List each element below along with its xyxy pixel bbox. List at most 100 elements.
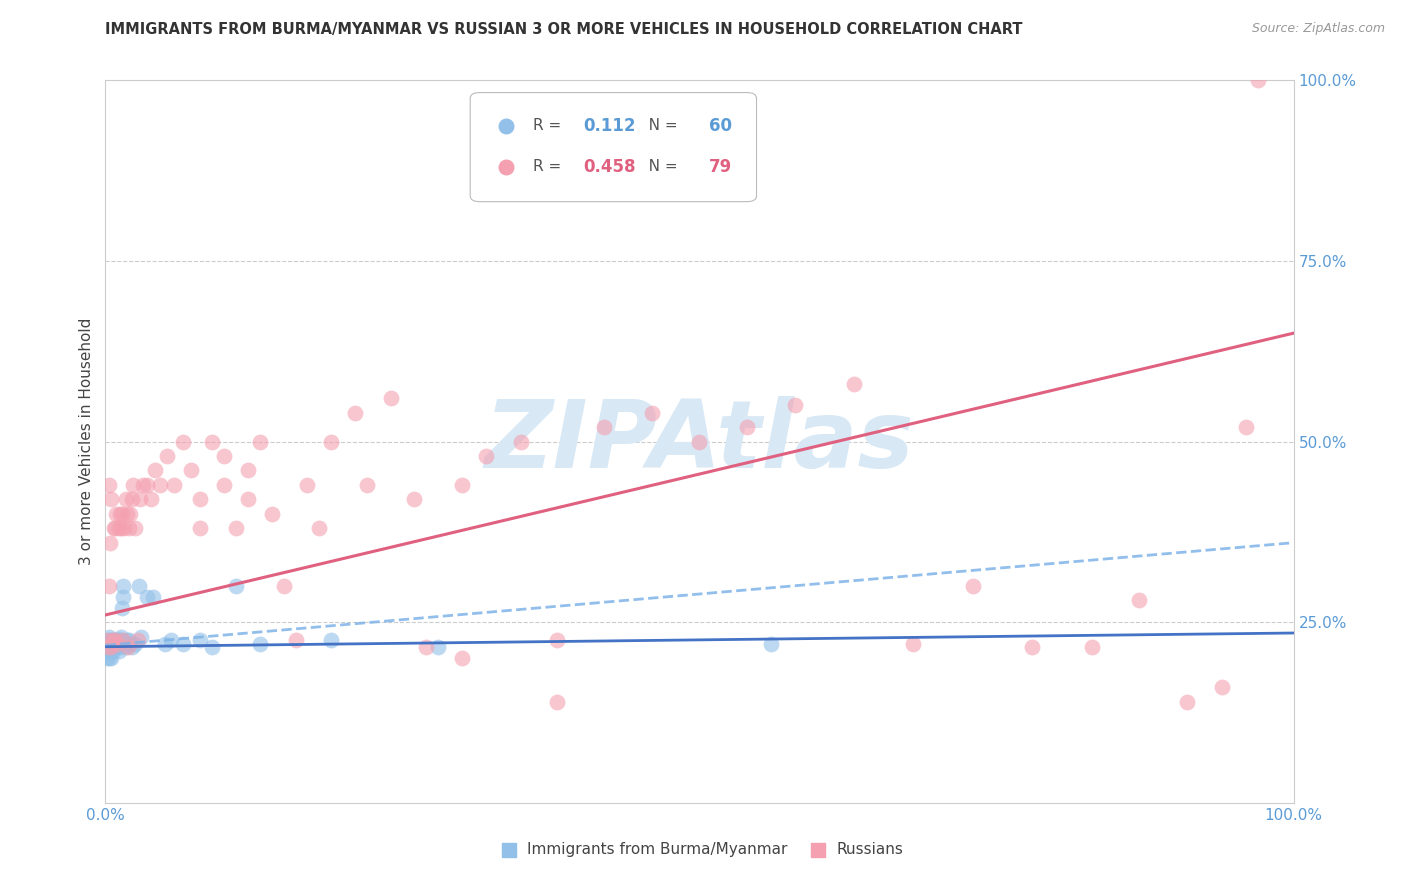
Point <box>100 640 122 655</box>
Point <box>495 160 517 174</box>
Point <box>98 478 121 492</box>
Point <box>450 651 472 665</box>
Point <box>98 637 121 651</box>
Point <box>121 492 143 507</box>
Point <box>105 633 128 648</box>
Point <box>641 406 664 420</box>
Text: Russians: Russians <box>837 842 903 857</box>
Point <box>172 434 194 449</box>
Point <box>807 843 830 857</box>
Point <box>100 637 122 651</box>
Point <box>97 640 120 655</box>
Point <box>450 478 472 492</box>
Text: 0.112: 0.112 <box>583 117 636 135</box>
Point <box>104 521 127 535</box>
Point <box>427 640 450 655</box>
Point <box>114 521 136 535</box>
Point <box>114 640 136 655</box>
Point <box>495 119 517 133</box>
Point <box>128 579 150 593</box>
Point <box>115 633 138 648</box>
Point <box>101 644 124 658</box>
Point <box>101 633 124 648</box>
Point <box>97 640 120 655</box>
Point <box>100 640 122 655</box>
Point <box>98 640 121 655</box>
Point <box>108 633 131 648</box>
Point <box>101 640 124 655</box>
Point <box>143 463 166 477</box>
Point <box>149 478 172 492</box>
Text: Source: ZipAtlas.com: Source: ZipAtlas.com <box>1251 22 1385 36</box>
Point <box>96 644 118 658</box>
Point <box>546 695 568 709</box>
Point <box>593 420 616 434</box>
Point <box>136 590 159 604</box>
Point <box>356 478 378 492</box>
Point <box>107 521 129 535</box>
Point <box>104 637 127 651</box>
Point <box>114 492 136 507</box>
Point <box>962 579 984 593</box>
Point <box>129 492 152 507</box>
Point <box>236 463 259 477</box>
Point <box>112 579 135 593</box>
Point <box>96 651 118 665</box>
Point <box>1080 640 1102 655</box>
Point <box>103 521 125 535</box>
Point <box>1247 73 1270 87</box>
Point <box>103 637 125 651</box>
Text: 0.458: 0.458 <box>583 158 636 176</box>
Point <box>96 633 118 648</box>
Point <box>104 633 127 648</box>
Point <box>100 633 122 648</box>
Point <box>297 478 319 492</box>
Text: Immigrants from Burma/Myanmar: Immigrants from Burma/Myanmar <box>527 842 787 857</box>
Point <box>98 630 121 644</box>
Point <box>404 492 426 507</box>
Text: ZIPAtlas: ZIPAtlas <box>485 395 914 488</box>
Point <box>103 633 125 648</box>
Point <box>105 637 128 651</box>
Point <box>129 630 152 644</box>
Point <box>156 449 179 463</box>
Point <box>104 640 127 655</box>
Point <box>201 640 224 655</box>
Point <box>120 507 142 521</box>
Text: R =: R = <box>533 119 567 133</box>
Point <box>546 633 568 648</box>
Point <box>308 521 330 535</box>
Point <box>107 633 129 648</box>
Point <box>108 507 131 521</box>
Point <box>98 640 121 655</box>
Point <box>118 633 141 648</box>
Point <box>510 434 533 449</box>
Point <box>132 478 155 492</box>
Point <box>100 651 122 665</box>
Point <box>273 579 295 593</box>
Point <box>142 590 165 604</box>
Point <box>105 637 128 651</box>
Point <box>98 644 121 658</box>
Point <box>249 637 271 651</box>
Text: N =: N = <box>634 119 683 133</box>
Point <box>111 507 134 521</box>
Point <box>97 633 120 648</box>
Point <box>190 521 212 535</box>
Text: N =: N = <box>634 160 683 175</box>
Y-axis label: 3 or more Vehicles in Household: 3 or more Vehicles in Household <box>79 318 94 566</box>
Point <box>105 507 128 521</box>
Point <box>172 637 194 651</box>
Point <box>105 640 128 655</box>
Text: 79: 79 <box>709 158 733 176</box>
Point <box>343 406 366 420</box>
Text: IMMIGRANTS FROM BURMA/MYANMAR VS RUSSIAN 3 OR MORE VEHICLES IN HOUSEHOLD CORRELA: IMMIGRANTS FROM BURMA/MYANMAR VS RUSSIAN… <box>105 22 1024 37</box>
Point <box>1175 695 1198 709</box>
Point <box>1128 593 1150 607</box>
Point <box>903 637 925 651</box>
Point <box>236 492 259 507</box>
Point <box>139 492 162 507</box>
Point <box>783 398 806 412</box>
Point <box>380 391 402 405</box>
Point <box>112 633 135 648</box>
